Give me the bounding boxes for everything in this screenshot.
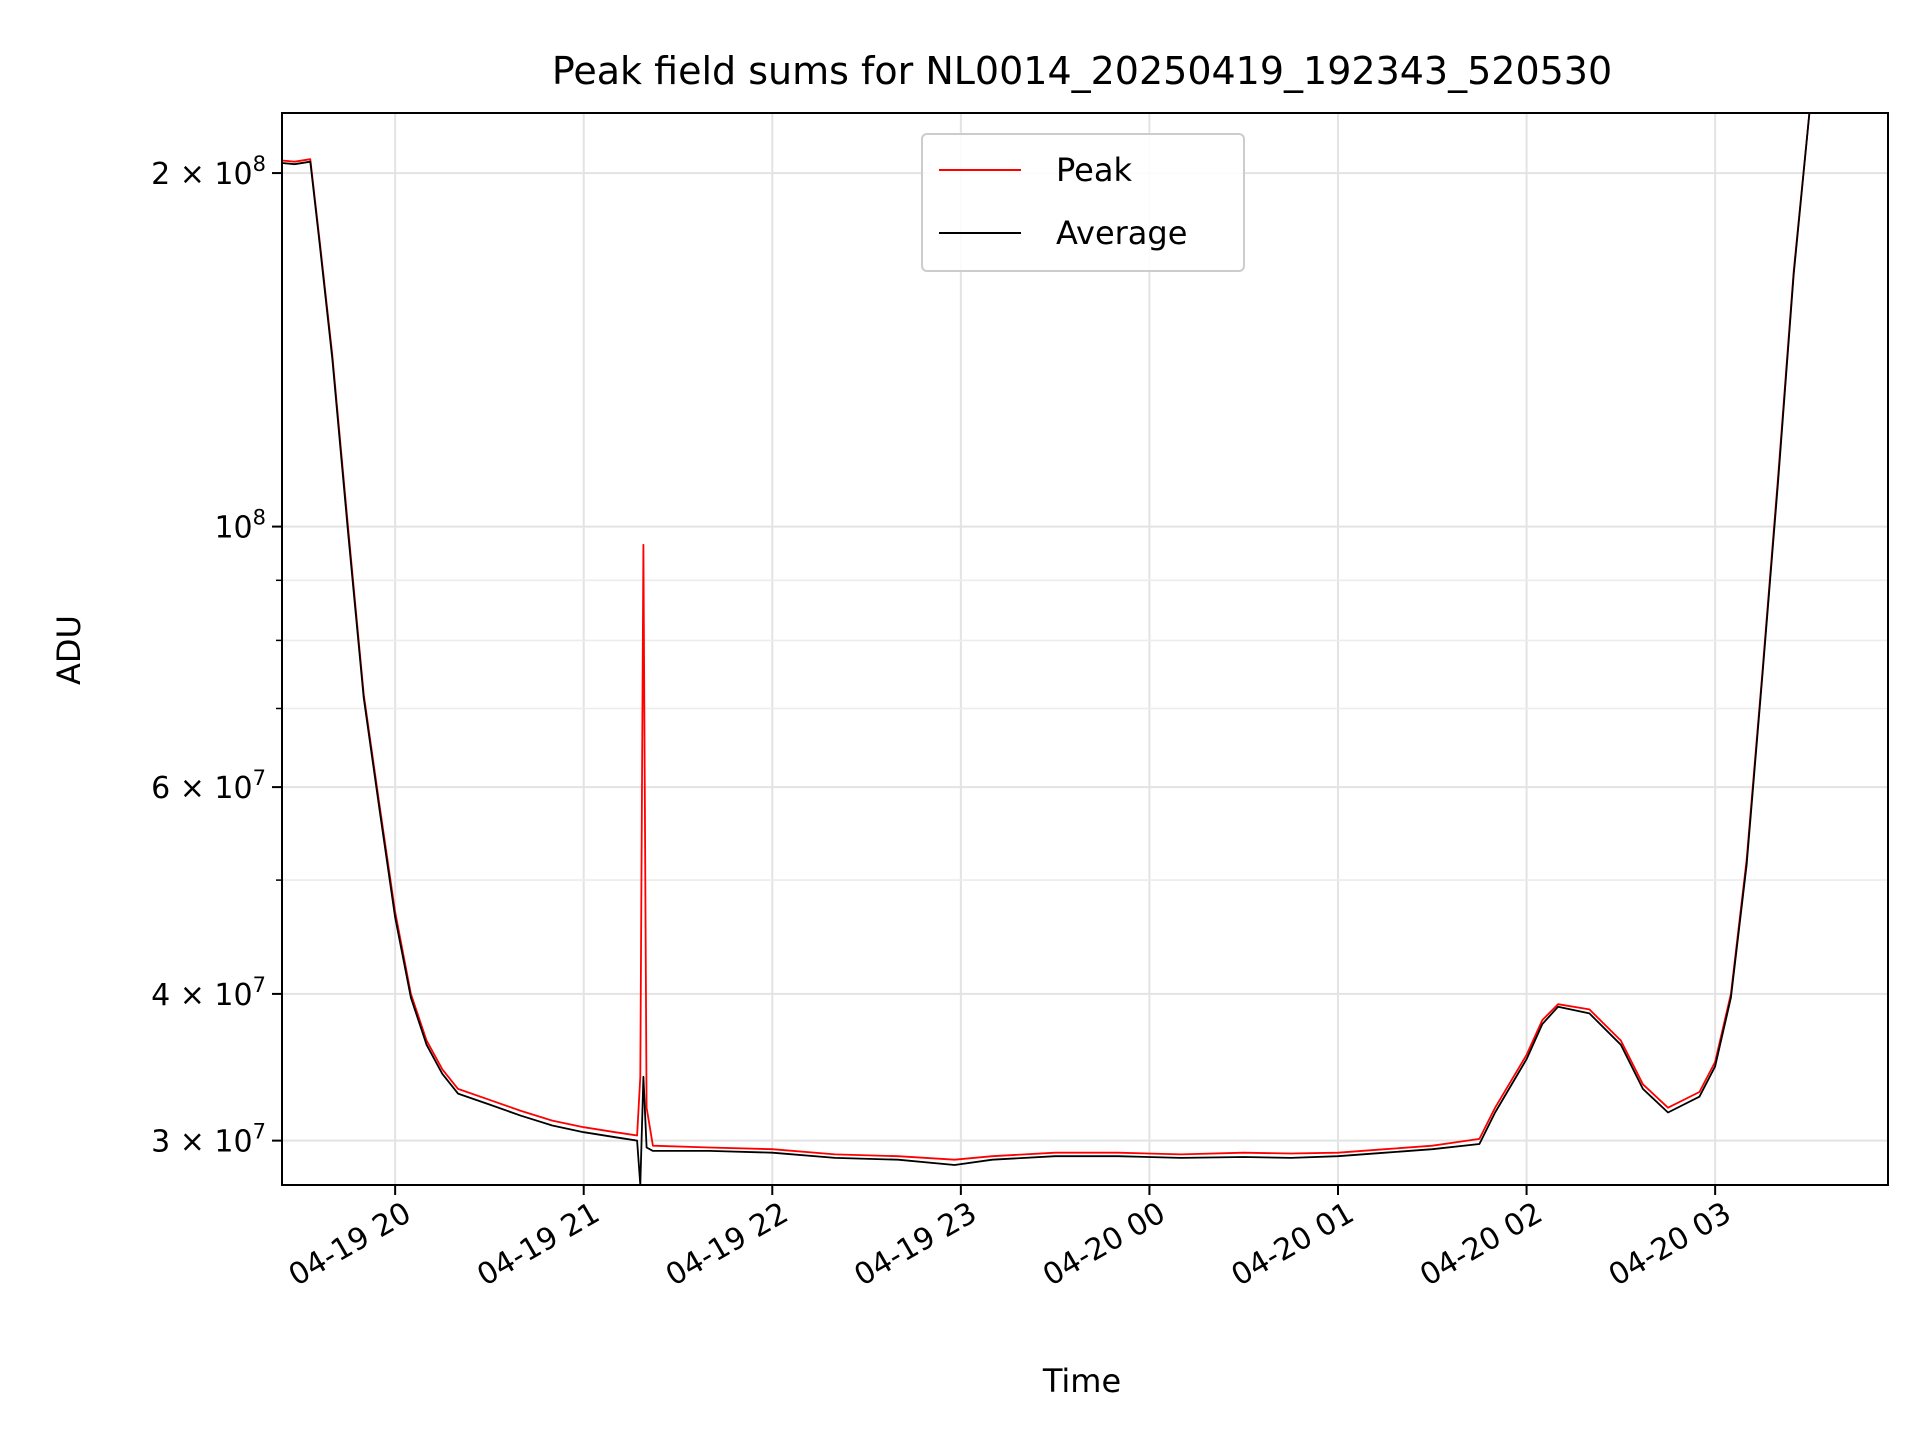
y-tick-label-4: 2 × 108 (151, 152, 266, 192)
y-tick-label-0: 3 × 107 (151, 1120, 266, 1160)
grid (282, 113, 1888, 1185)
plot-frame (281, 112, 1889, 1186)
y-tick-label-1: 4 × 107 (151, 973, 266, 1013)
legend: Peak Average (921, 133, 1245, 272)
chart-title: Peak field sums for NL0014_20250419_1923… (552, 49, 1612, 93)
legend-box (921, 133, 1245, 272)
y-tick-label-2: 6 × 107 (151, 766, 266, 806)
plot-lines (281, 112, 1811, 1186)
y-axis-title: ADU (50, 615, 88, 685)
x-axis-title: Time (1042, 1362, 1121, 1400)
legend-label-average: Average (1056, 214, 1187, 252)
y-tick-label-3: 108 (214, 506, 266, 546)
legend-label-peak: Peak (1056, 151, 1132, 189)
series-line-average (281, 112, 1811, 1186)
y-axis: 3 × 107 4 × 107 6 × 107 108 2 × 108 (151, 152, 282, 1160)
